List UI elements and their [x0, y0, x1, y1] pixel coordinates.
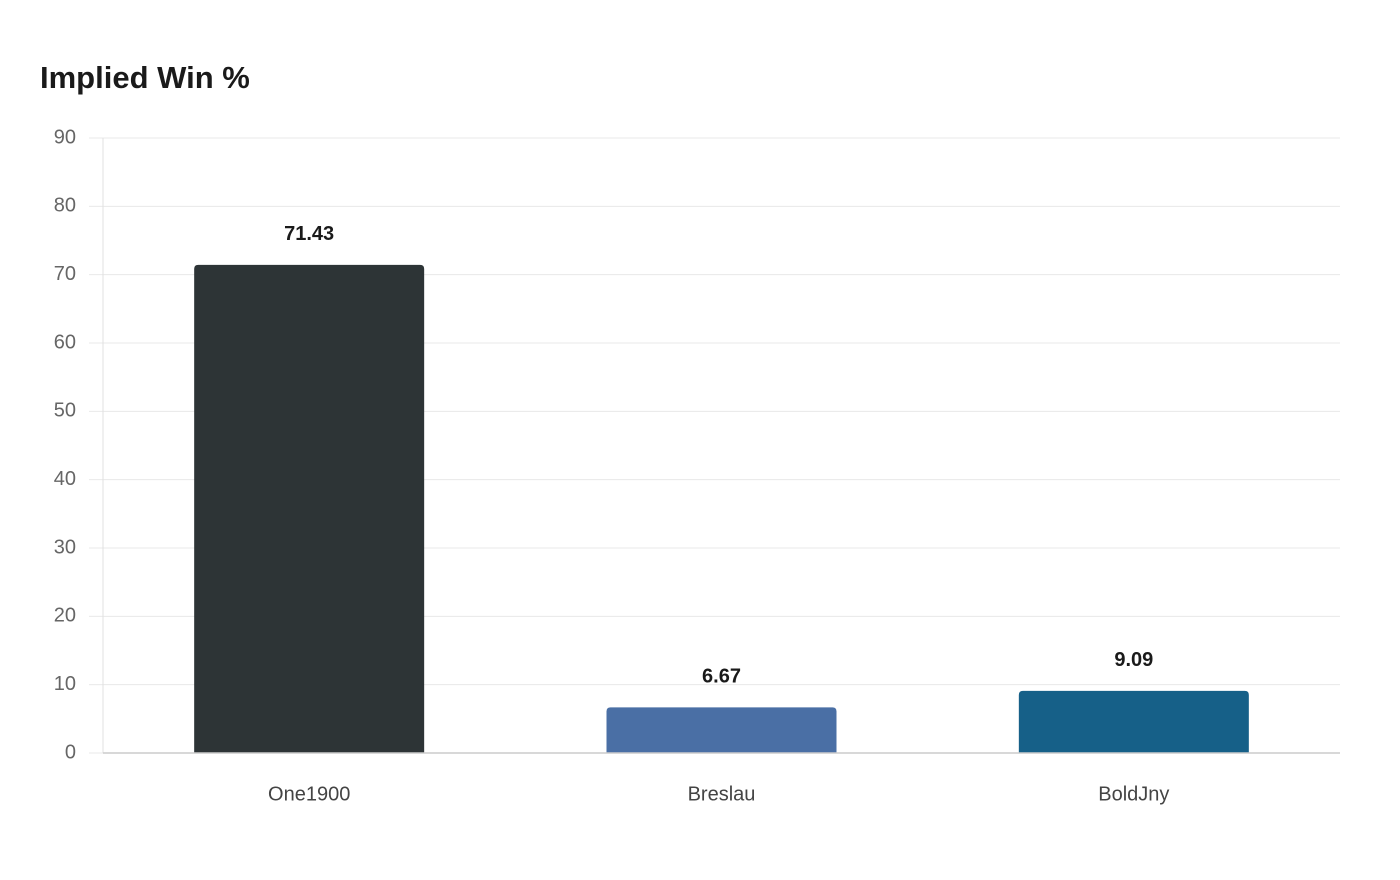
y-tick-label: 0	[65, 741, 76, 763]
y-tick-label: 30	[54, 536, 76, 558]
bar	[606, 707, 837, 753]
y-tick-label: 60	[54, 331, 76, 353]
bar	[1018, 690, 1249, 753]
y-tick-label: 80	[54, 195, 76, 217]
y-tick-label: 20	[54, 605, 76, 627]
value-label: 6.67	[702, 666, 741, 688]
y-tick-label: 50	[54, 400, 76, 422]
y-tick-label: 90	[54, 126, 76, 148]
x-tick-label: BoldJny	[1098, 783, 1169, 805]
y-tick-label: 70	[54, 263, 76, 285]
value-label: 9.09	[1114, 649, 1153, 671]
y-tick-label: 10	[54, 673, 76, 695]
x-tick-label: One1900	[268, 783, 350, 805]
x-tick-label: Breslau	[688, 783, 756, 805]
y-tick-label: 40	[54, 468, 76, 490]
value-label: 71.43	[284, 223, 334, 245]
chart-title: Implied Win %	[40, 60, 250, 95]
bar	[194, 264, 425, 753]
